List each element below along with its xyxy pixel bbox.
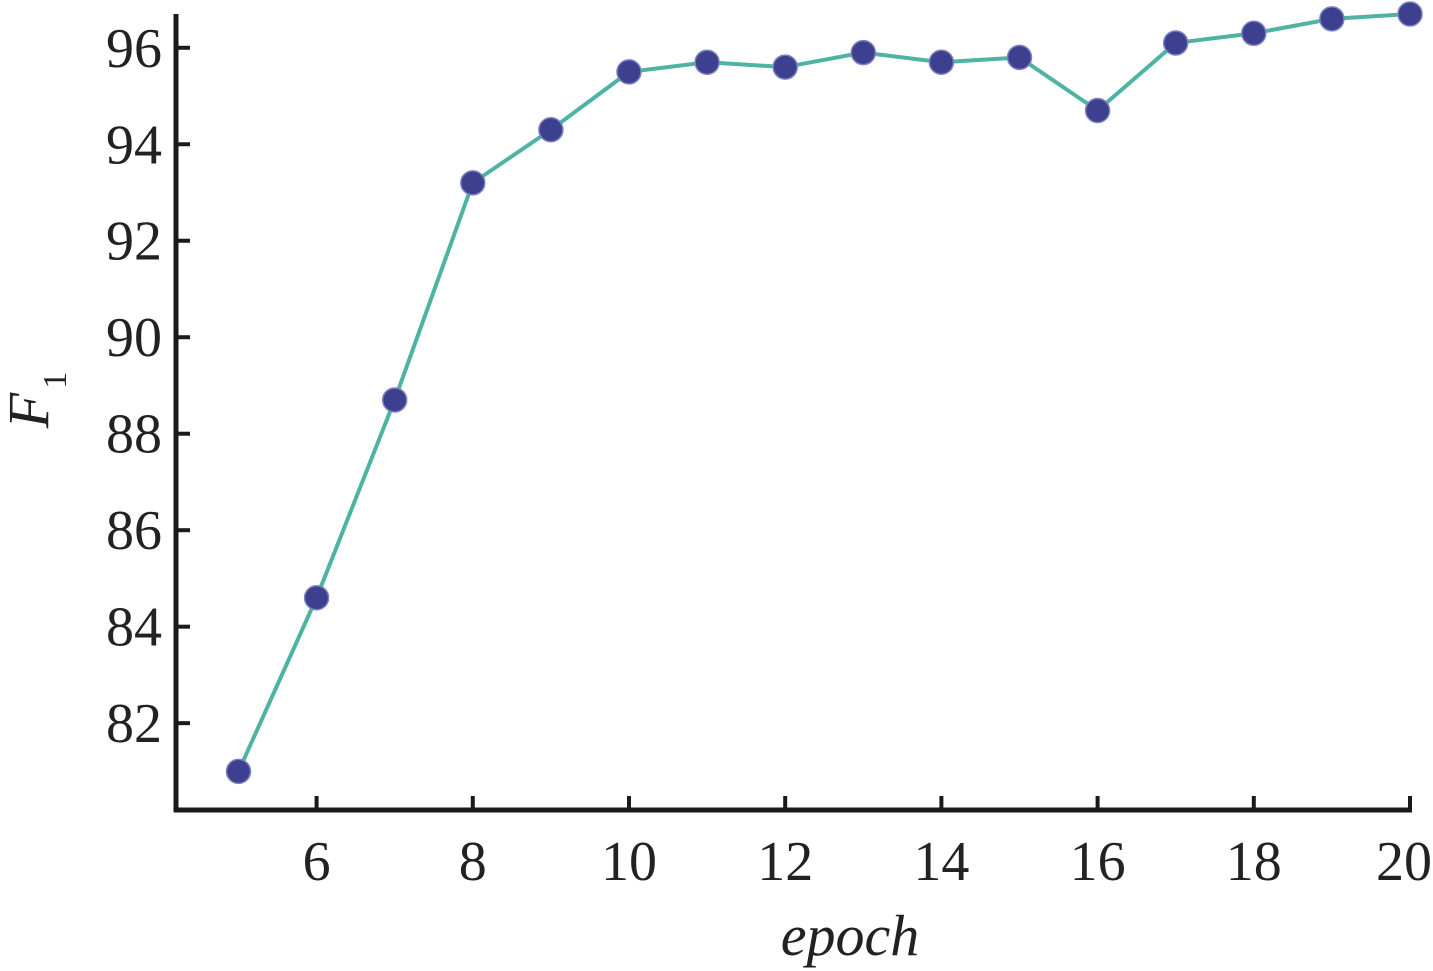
x-tick-label: 12 (757, 831, 813, 893)
axes (173, 14, 1412, 813)
data-point (1006, 44, 1033, 71)
data-point (1084, 97, 1111, 124)
x-tick-label: 18 (1226, 831, 1282, 893)
data-point (1397, 1, 1423, 27)
y-axis-title-subscript: 1 (37, 372, 74, 389)
data-point (460, 170, 486, 196)
y-tick-label: 90 (106, 307, 162, 369)
data-point (225, 758, 252, 785)
x-axis-ticks: 6 8 10 12 14 16 18 20 (303, 796, 1432, 893)
data-point (928, 49, 955, 75)
y-tick-label: 88 (106, 404, 162, 466)
data-point (850, 39, 877, 66)
series-line (236, 12, 1411, 773)
y-tick-label: 82 (106, 693, 162, 755)
y-tick-label: 84 (106, 597, 162, 659)
data-point (772, 54, 798, 80)
data-point (1319, 6, 1345, 32)
y-tick-label: 86 (106, 500, 162, 562)
y-axis-ticks: 82 84 86 88 90 92 94 96 (106, 18, 190, 755)
data-point (694, 49, 720, 75)
data-point (538, 117, 564, 143)
x-tick-label: 14 (913, 831, 969, 893)
x-tick-label: 8 (459, 831, 487, 893)
data-point (1241, 20, 1267, 47)
x-tick-label: 6 (303, 831, 331, 893)
x-tick-label: 16 (1070, 831, 1126, 893)
series-group (225, 1, 1423, 785)
x-tick-label: 10 (601, 831, 657, 893)
data-point (381, 387, 408, 413)
y-tick-label: 92 (106, 211, 162, 273)
x-axis-title: epoch (781, 903, 920, 968)
x-tick-label: 20 (1376, 831, 1432, 893)
data-point (1162, 30, 1189, 56)
y-axis-title: F1 (0, 372, 74, 429)
data-point (616, 59, 642, 85)
y-axis-title-main: F (0, 392, 61, 429)
y-tick-label: 96 (106, 18, 162, 80)
data-point (303, 584, 330, 611)
y-tick-label: 94 (106, 114, 162, 176)
